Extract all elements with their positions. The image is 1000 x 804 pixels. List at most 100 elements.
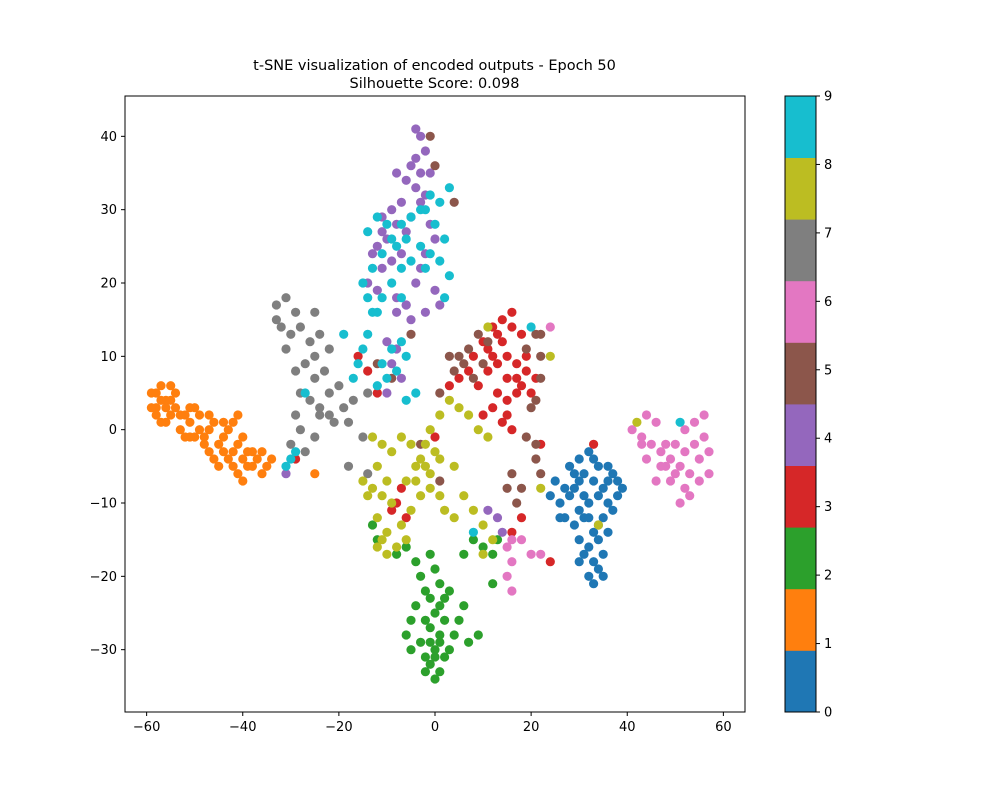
scatter-point-class-8 (358, 476, 368, 486)
colorbar-swatch-1 (785, 588, 816, 651)
scatter-point-class-8 (478, 549, 488, 559)
scatter-point-class-0 (608, 469, 618, 479)
scatter-point-class-1 (166, 381, 176, 391)
scatter-point-class-8 (377, 535, 387, 545)
colorbar-tick-label: 6 (824, 295, 832, 310)
scatter-point-class-8 (372, 513, 382, 523)
scatter-point-class-6 (675, 461, 685, 471)
scatter-point-class-8 (425, 469, 435, 479)
scatter-point-class-8 (401, 535, 411, 545)
scatter-point-class-0 (589, 454, 599, 464)
scatter-point-class-9 (396, 263, 406, 273)
scatter-point-class-1 (218, 417, 229, 427)
scatter-point-class-9 (377, 293, 387, 303)
scatter-point-class-7 (315, 410, 325, 420)
scatter-point-class-9 (387, 344, 397, 354)
scatter-point-class-9 (396, 337, 406, 347)
scatter-point-class-8 (406, 505, 416, 515)
scatter-point-class-0 (545, 491, 555, 501)
scatter-point-class-9 (286, 454, 296, 464)
scatter-point-class-8 (411, 461, 421, 471)
scatter-point-class-2 (425, 637, 435, 647)
scatter-point-class-8 (401, 476, 411, 486)
scatter-point-class-6 (502, 571, 512, 581)
scatter-point-class-3 (473, 381, 483, 391)
scatter-point-class-0 (579, 491, 589, 501)
scatter-point-class-9 (377, 249, 387, 259)
scatter-point-class-3 (387, 505, 397, 515)
scatter-point-class-2 (430, 645, 440, 655)
scatter-point-class-8 (377, 439, 387, 449)
scatter-point-class-2 (435, 637, 445, 647)
scatter-point-class-3 (492, 388, 503, 398)
scatter-point-class-1 (214, 439, 224, 449)
scatter-point-class-8 (435, 410, 445, 420)
scatter-point-class-9 (353, 359, 363, 369)
scatter-point-class-1 (204, 447, 214, 457)
scatter-point-class-3 (545, 557, 555, 567)
scatter-point-class-9 (392, 241, 402, 251)
scatter-point-class-2 (425, 593, 435, 603)
scatter-point-class-1 (204, 425, 214, 435)
scatter-point-class-5 (449, 366, 459, 376)
scatter-point-class-6 (699, 432, 709, 442)
scatter-point-class-8 (488, 535, 498, 545)
scatter-point-class-3 (497, 417, 507, 427)
scatter-point-class-7 (319, 366, 330, 376)
scatter-point-class-6 (670, 469, 680, 479)
scatter-point-class-2 (401, 542, 411, 552)
scatter-point-class-6 (689, 417, 700, 427)
scatter-point-class-4 (392, 168, 402, 178)
scatter-point-class-7 (286, 329, 296, 339)
scatter-point-class-5 (468, 373, 478, 383)
scatter-point-class-7 (291, 410, 301, 420)
scatter-point-class-9 (401, 234, 411, 244)
scatter-point-class-6 (680, 447, 690, 457)
scatter-point-class-8 (464, 410, 474, 420)
scatter-point-class-8 (473, 425, 483, 435)
scatter-point-class-1 (185, 432, 195, 442)
y-axis: −30 −20 −10 0 10 20 30 40 (90, 130, 125, 658)
scatter-point-class-2 (430, 564, 440, 574)
scatter-point-class-9 (363, 329, 373, 339)
colorbar-frame (784, 95, 817, 713)
scatter-point-class-0 (574, 505, 584, 515)
scatter-point-class-6 (507, 535, 517, 545)
scatter-point-class-1 (223, 454, 233, 464)
scatter-point-class-5 (464, 344, 474, 354)
scatter-point-class-1 (257, 469, 267, 479)
scatter-point-class-6 (680, 483, 690, 493)
scatter-point-class-9 (401, 351, 411, 361)
scatter-point-class-9 (281, 461, 291, 471)
scatter-point-class-1 (166, 410, 176, 420)
scatter-point-class-2 (367, 520, 378, 530)
scatter-point-class-3 (526, 388, 536, 398)
scatter-point-class-7 (324, 388, 334, 398)
scatter-point-class-7 (310, 432, 320, 442)
scatter-point-class-7 (286, 439, 296, 449)
scatter-point-class-1 (151, 410, 161, 420)
plot-area-frame (124, 95, 746, 713)
scatter-point-class-2 (444, 586, 454, 596)
scatter-point-class-4 (416, 131, 426, 141)
scatter-point-class-4 (401, 175, 411, 185)
scatter-point-class-4 (420, 146, 430, 156)
x-tick-label: −20 (325, 720, 352, 735)
scatter-point-class-1 (151, 388, 161, 398)
colorbar-swatch-0 (785, 650, 816, 713)
colorbar-swatch-9 (785, 96, 816, 158)
scatter-point-class-0 (574, 476, 584, 486)
scatter-point-class-4 (406, 315, 416, 325)
scatter-point-class-3 (497, 315, 507, 325)
scatter-point-class-0 (603, 527, 613, 537)
scatter-point-class-7 (315, 329, 325, 339)
scatter-point-class-0 (598, 571, 608, 581)
scatter-point-class-9 (420, 205, 430, 215)
colorbar-tick-label: 1 (824, 637, 832, 652)
scatter-point-class-7 (324, 410, 334, 420)
scatter-point-class-1 (233, 410, 243, 420)
scatter-point-class-9 (358, 278, 368, 288)
scatter-point-class-2 (411, 601, 421, 611)
scatter-point-class-5 (531, 395, 541, 405)
scatter-point-class-2 (420, 586, 430, 596)
